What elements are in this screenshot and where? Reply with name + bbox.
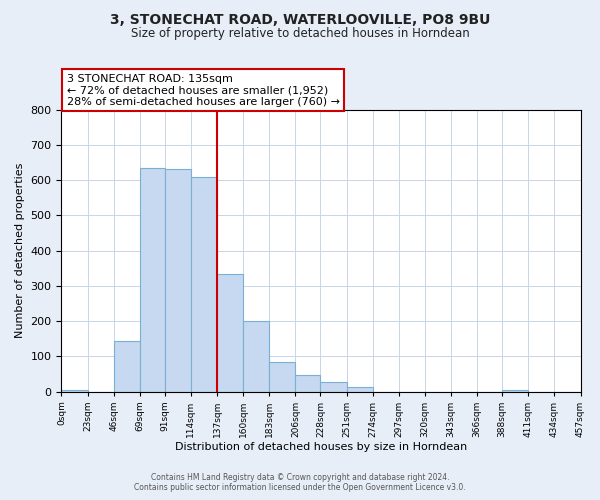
X-axis label: Distribution of detached houses by size in Horndean: Distribution of detached houses by size …: [175, 442, 467, 452]
Bar: [502, 390, 528, 392]
Text: 3, STONECHAT ROAD, WATERLOOVILLE, PO8 9BU: 3, STONECHAT ROAD, WATERLOOVILLE, PO8 9B…: [110, 12, 490, 26]
Text: Size of property relative to detached houses in Horndean: Size of property relative to detached ho…: [131, 28, 469, 40]
Bar: [113, 341, 140, 392]
Bar: [165, 169, 191, 392]
Bar: [320, 382, 347, 392]
Y-axis label: Number of detached properties: Number of detached properties: [15, 163, 25, 338]
Bar: [243, 320, 269, 392]
Bar: [140, 168, 165, 392]
Bar: [217, 274, 243, 392]
Bar: [347, 388, 373, 392]
Bar: [61, 390, 88, 392]
Bar: [269, 362, 295, 392]
Bar: [191, 176, 217, 392]
Text: 3 STONECHAT ROAD: 135sqm
← 72% of detached houses are smaller (1,952)
28% of sem: 3 STONECHAT ROAD: 135sqm ← 72% of detach…: [67, 74, 340, 106]
Text: Contains HM Land Registry data © Crown copyright and database right 2024.
Contai: Contains HM Land Registry data © Crown c…: [134, 473, 466, 492]
Bar: [295, 376, 320, 392]
